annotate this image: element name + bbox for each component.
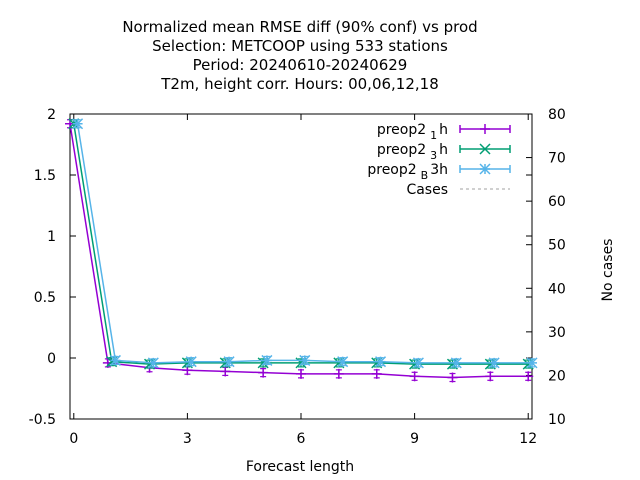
- y-axis-right: 10 20 30 40 50 60 70 80: [526, 107, 566, 428]
- y2-tick-label: 20: [548, 368, 566, 384]
- title-line-3: Period: 20240610-20240629: [193, 56, 408, 74]
- series-layer: [65, 118, 538, 383]
- data-point: [409, 371, 420, 382]
- data-point: [450, 357, 462, 369]
- x-tick-label: 9: [410, 431, 419, 447]
- y-tick-label: 1.5: [34, 168, 56, 184]
- data-point: [223, 356, 235, 368]
- title-line-2: Selection: METCOOP using 533 stations: [152, 37, 448, 55]
- legend-item-4: Cases: [406, 182, 510, 198]
- data-point: [488, 357, 500, 369]
- data-point: [337, 356, 349, 368]
- x-tick-label: 12: [519, 431, 537, 447]
- legend-label: preop2 3 h: [377, 142, 448, 162]
- legend-item-3: preop2 B 3h: [367, 162, 511, 182]
- data-point: [412, 357, 424, 369]
- x-tick-label: 0: [69, 431, 78, 447]
- x-tick-label: 6: [297, 431, 306, 447]
- y2-tick-label: 40: [548, 281, 566, 297]
- data-point: [109, 354, 121, 366]
- title-line-1: Normalized mean RMSE diff (90% conf) vs …: [122, 18, 477, 36]
- series-1: [65, 118, 534, 383]
- title-line-4: T2m, height corr. Hours: 00,06,12,18: [160, 75, 439, 93]
- x-axis-label: Forecast length: [246, 459, 354, 475]
- y2-tick-label: 10: [548, 412, 566, 428]
- y2-tick-label: 60: [548, 194, 566, 210]
- series-line: [69, 123, 529, 379]
- data-point: [333, 368, 344, 379]
- y-tick-label: 2: [47, 107, 56, 123]
- data-point: [371, 368, 382, 379]
- y-tick-label: -0.5: [29, 412, 56, 428]
- data-point: [258, 367, 269, 378]
- legend-label: preop2 1 h: [377, 122, 448, 142]
- legend-marker: [479, 163, 491, 175]
- data-point: [147, 357, 159, 369]
- data-point: [523, 371, 534, 382]
- legend-marker: [480, 124, 490, 134]
- y2-tick-label: 30: [548, 325, 566, 341]
- data-point: [185, 356, 197, 368]
- y-tick-label: 0: [47, 351, 56, 367]
- data-point: [447, 372, 458, 383]
- y2-tick-label: 70: [548, 151, 566, 167]
- y2-axis-label: No cases: [600, 239, 616, 302]
- y2-tick-label: 50: [548, 238, 566, 254]
- x-tick-label: 3: [183, 431, 192, 447]
- x-axis: 0 3 6 9 12: [69, 114, 537, 447]
- data-point: [220, 366, 231, 377]
- data-point: [72, 118, 84, 130]
- series-line: [73, 123, 529, 365]
- series-line: [76, 123, 532, 364]
- series-3: [72, 118, 538, 369]
- data-point: [374, 356, 387, 368]
- data-point: [526, 357, 538, 369]
- data-point: [261, 354, 273, 366]
- data-point: [485, 371, 496, 382]
- y-tick-label: 0.5: [34, 290, 56, 306]
- y2-tick-label: 80: [548, 107, 566, 123]
- data-point: [296, 368, 306, 379]
- legend-item-2: preop2 3 h: [377, 142, 511, 162]
- series-2: [68, 118, 534, 370]
- data-point: [299, 354, 311, 366]
- legend-label: Cases: [406, 182, 448, 198]
- y-tick-label: 1: [47, 229, 56, 245]
- chart-title: Normalized mean RMSE diff (90% conf) vs …: [122, 18, 477, 93]
- legend-label: preop2 B 3h: [367, 162, 448, 182]
- legend-marker: [479, 143, 491, 155]
- legend-item-1: preop2 1 h: [377, 122, 511, 142]
- y-axis-left: -0.5 0 0.5 1 1.5 2: [29, 107, 532, 428]
